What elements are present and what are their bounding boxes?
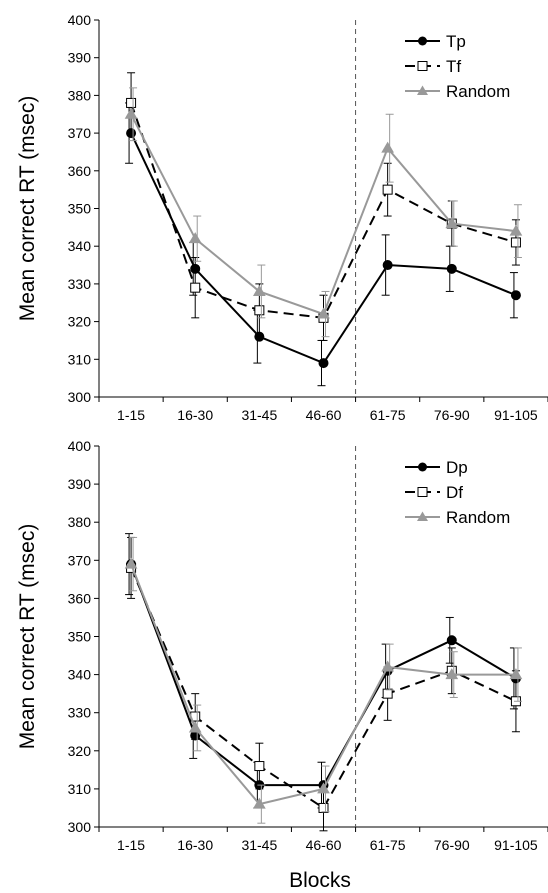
y-tick-label: 370 <box>68 552 92 568</box>
legend: Dp Df Random <box>405 458 510 527</box>
data-point <box>445 668 459 680</box>
legend-marker <box>417 487 428 497</box>
data-point <box>445 217 459 229</box>
x-tick-label: 31-45 <box>241 407 277 423</box>
y-tick-label: 350 <box>68 629 92 645</box>
y-tick-label: 340 <box>68 667 92 683</box>
y-tick-label: 330 <box>68 276 92 292</box>
legend-marker <box>417 61 428 71</box>
data-point <box>124 557 138 569</box>
series-line <box>130 563 516 806</box>
data-point <box>317 782 330 794</box>
legend-label: Random <box>446 82 510 101</box>
bottom-panel: 300 310 320 330 340 350 360 370 380 390 400 1-15 16-… <box>16 438 548 853</box>
data-point <box>381 660 395 672</box>
x-tick-label: 61-75 <box>370 837 406 853</box>
x-tick-label: 76-90 <box>434 407 470 423</box>
y-tick-label: 350 <box>68 201 92 217</box>
data-point <box>382 688 393 699</box>
series-random <box>124 87 523 338</box>
data-point <box>188 232 202 244</box>
y-tick-label: 310 <box>68 351 92 367</box>
legend-label: Tp <box>446 32 466 51</box>
y-tick-label: 370 <box>68 125 92 141</box>
data-point <box>188 721 202 733</box>
data-point <box>252 797 266 809</box>
legend-marker <box>418 462 427 472</box>
data-point <box>124 107 138 119</box>
x-tick-label: 91-105 <box>494 407 538 423</box>
y-tick-label: 360 <box>68 163 92 179</box>
data-point <box>510 237 521 248</box>
x-tick-label: 61-75 <box>370 407 406 423</box>
data-point <box>190 282 201 293</box>
series-dp <box>125 533 521 809</box>
legend-marker <box>417 85 428 95</box>
y-tick-label: 380 <box>68 514 92 530</box>
data-point <box>318 358 329 369</box>
y-tick-label: 400 <box>68 12 92 28</box>
legend-label: Random <box>446 508 510 527</box>
y-tick-label: 310 <box>68 781 92 797</box>
x-tick-label: 16-30 <box>177 407 213 423</box>
data-point <box>382 184 393 195</box>
y-tick-label: 330 <box>68 705 92 721</box>
y-tick-label: 400 <box>68 438 92 454</box>
data-point <box>510 290 521 301</box>
y-tick-label: 320 <box>68 743 92 759</box>
data-point <box>252 284 266 296</box>
data-point <box>446 263 457 274</box>
y-tick-label: 320 <box>68 314 92 330</box>
y-tick-label: 300 <box>68 389 92 405</box>
data-point <box>382 260 393 271</box>
legend-label: Dp <box>446 458 468 477</box>
data-point <box>509 668 523 680</box>
x-tick-label: 91-105 <box>494 837 538 853</box>
legend: Tp Tf Random <box>405 32 510 101</box>
y-tick-label: 360 <box>68 590 92 606</box>
series-random <box>124 536 523 824</box>
x-tick-label: 31-45 <box>241 837 277 853</box>
data-point <box>446 635 457 646</box>
y-tick-label: 390 <box>68 476 92 492</box>
legend-marker <box>417 511 428 521</box>
data-point <box>317 307 330 319</box>
data-point <box>381 141 395 153</box>
top-panel: 300 310 320 330 340 350 360 370 380 390 400 1-15 16-… <box>16 12 548 423</box>
x-tick-label: 1-15 <box>117 407 145 423</box>
data-point <box>126 97 137 108</box>
y-tick-label: 340 <box>68 238 92 254</box>
data-point <box>254 305 265 316</box>
data-point <box>254 761 265 772</box>
series-line <box>130 102 517 319</box>
y-tick-label: 300 <box>68 819 92 835</box>
y-axis-title: Mean correct RT (msec) <box>16 524 39 750</box>
legend-label: Df <box>446 483 463 502</box>
x-tick-label: 1-15 <box>117 837 145 853</box>
series-line <box>130 113 517 316</box>
y-axis-title: Mean correct RT (msec) <box>16 96 39 322</box>
data-point <box>509 224 523 236</box>
legend-marker <box>418 36 427 46</box>
series-tf <box>126 72 521 341</box>
x-tick-label: 46-60 <box>306 407 342 423</box>
data-point <box>318 802 329 813</box>
x-tick-label: 76-90 <box>434 837 470 853</box>
x-tick-label: 46-60 <box>306 837 342 853</box>
series-line <box>130 567 517 810</box>
x-tick-label: 16-30 <box>177 837 213 853</box>
x-axis-title: Blocks <box>289 869 351 892</box>
legend-label: Tf <box>446 57 461 76</box>
series-tp <box>125 102 521 387</box>
y-tick-label: 380 <box>68 87 92 103</box>
y-tick-label: 390 <box>68 50 92 66</box>
